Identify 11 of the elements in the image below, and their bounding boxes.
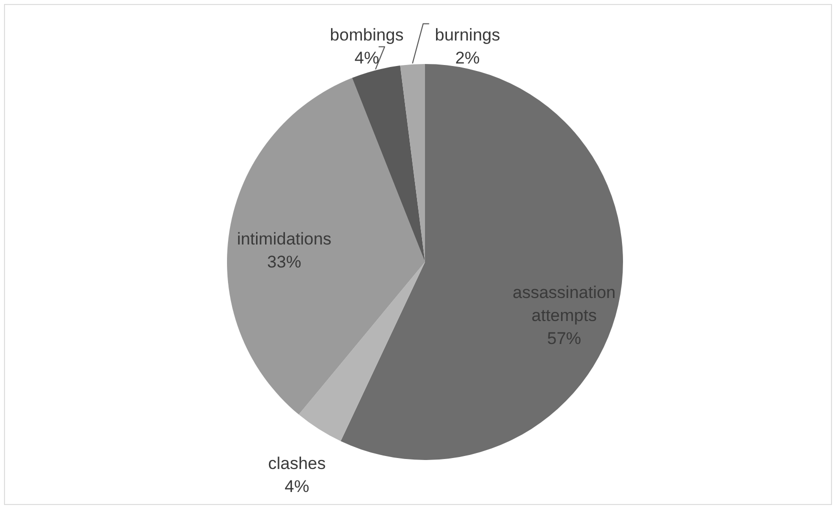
data-label: 4%: [354, 48, 380, 68]
pie-slice: [340, 64, 623, 460]
slice-label: burnings: [434, 25, 500, 44]
slice-label: intimidations: [236, 230, 332, 249]
data-label: 33%: [267, 252, 302, 272]
slice-label: clashes: [268, 454, 326, 473]
slice-label: bombings: [330, 25, 404, 44]
data-label: 4%: [284, 476, 310, 496]
pie-slice: [227, 78, 425, 415]
pie-slice: [400, 64, 425, 262]
data-label: 2%: [455, 48, 480, 68]
